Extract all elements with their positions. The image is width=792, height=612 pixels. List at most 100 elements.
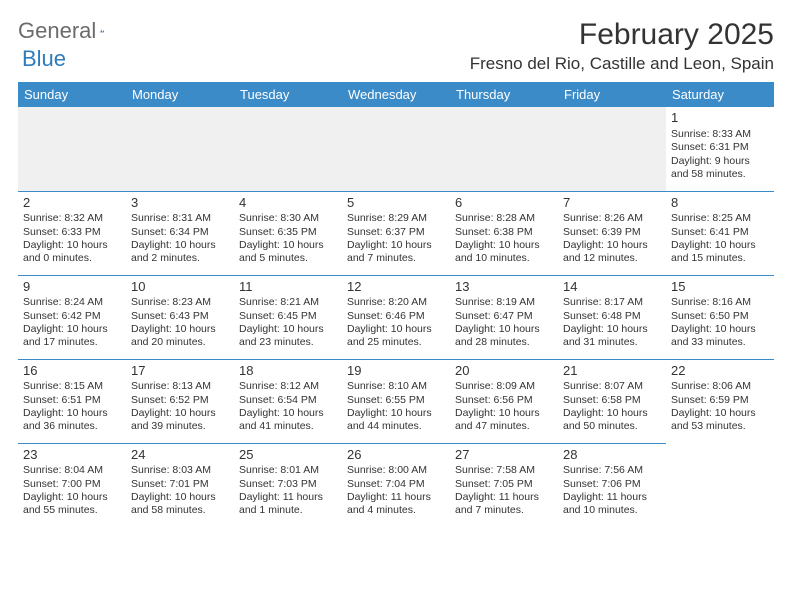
calendar-day-cell: 9Sunrise: 8:24 AMSunset: 6:42 PMDaylight…	[18, 275, 126, 359]
daylight-line: Daylight: 10 hours and 55 minutes.	[23, 491, 121, 518]
daylight-line: Daylight: 10 hours and 12 minutes.	[563, 239, 661, 266]
logo: General	[18, 18, 122, 44]
sunset-line: Sunset: 6:31 PM	[671, 141, 769, 154]
daylight-line: Daylight: 10 hours and 41 minutes.	[239, 407, 337, 434]
sunrise-line: Sunrise: 8:09 AM	[455, 380, 553, 393]
sunset-line: Sunset: 6:35 PM	[239, 226, 337, 239]
day-number: 18	[239, 363, 337, 380]
sunset-line: Sunset: 6:43 PM	[131, 310, 229, 323]
sunset-line: Sunset: 7:01 PM	[131, 478, 229, 491]
calendar-day-cell: 1Sunrise: 8:33 AMSunset: 6:31 PMDaylight…	[666, 107, 774, 191]
title-block: February 2025 Fresno del Rio, Castille a…	[470, 18, 774, 74]
calendar-day-cell: 6Sunrise: 8:28 AMSunset: 6:38 PMDaylight…	[450, 191, 558, 275]
month-title: February 2025	[470, 18, 774, 52]
sunrise-line: Sunrise: 8:23 AM	[131, 296, 229, 309]
sunset-line: Sunset: 6:51 PM	[23, 394, 121, 407]
day-number: 4	[239, 195, 337, 212]
day-number: 14	[563, 279, 661, 296]
daylight-line: Daylight: 10 hours and 23 minutes.	[239, 323, 337, 350]
calendar-day-cell: 7Sunrise: 8:26 AMSunset: 6:39 PMDaylight…	[558, 191, 666, 275]
calendar-day-cell	[558, 107, 666, 191]
calendar-week-row: 1Sunrise: 8:33 AMSunset: 6:31 PMDaylight…	[18, 107, 774, 191]
calendar-day-cell: 10Sunrise: 8:23 AMSunset: 6:43 PMDayligh…	[126, 275, 234, 359]
calendar-day-cell	[342, 107, 450, 191]
day-number: 28	[563, 447, 661, 464]
calendar-day-cell: 25Sunrise: 8:01 AMSunset: 7:03 PMDayligh…	[234, 443, 342, 527]
day-number: 17	[131, 363, 229, 380]
sunrise-line: Sunrise: 7:58 AM	[455, 464, 553, 477]
day-number: 26	[347, 447, 445, 464]
sunrise-line: Sunrise: 8:17 AM	[563, 296, 661, 309]
sunrise-line: Sunrise: 8:16 AM	[671, 296, 769, 309]
day-number: 19	[347, 363, 445, 380]
daylight-line: Daylight: 10 hours and 20 minutes.	[131, 323, 229, 350]
day-number: 20	[455, 363, 553, 380]
calendar-day-cell: 15Sunrise: 8:16 AMSunset: 6:50 PMDayligh…	[666, 275, 774, 359]
daylight-line: Daylight: 9 hours and 58 minutes.	[671, 155, 769, 182]
sunrise-line: Sunrise: 8:15 AM	[23, 380, 121, 393]
sunset-line: Sunset: 6:58 PM	[563, 394, 661, 407]
weekday-header: Saturday	[666, 82, 774, 107]
daylight-line: Daylight: 10 hours and 50 minutes.	[563, 407, 661, 434]
daylight-line: Daylight: 10 hours and 28 minutes.	[455, 323, 553, 350]
calendar-day-cell	[18, 107, 126, 191]
calendar-day-cell: 24Sunrise: 8:03 AMSunset: 7:01 PMDayligh…	[126, 443, 234, 527]
daylight-line: Daylight: 11 hours and 7 minutes.	[455, 491, 553, 518]
day-number: 3	[131, 195, 229, 212]
calendar-day-cell: 27Sunrise: 7:58 AMSunset: 7:05 PMDayligh…	[450, 443, 558, 527]
daylight-line: Daylight: 10 hours and 2 minutes.	[131, 239, 229, 266]
weekday-header: Wednesday	[342, 82, 450, 107]
location: Fresno del Rio, Castille and Leon, Spain	[470, 54, 774, 74]
weekday-header-row: Sunday Monday Tuesday Wednesday Thursday…	[18, 82, 774, 107]
sunset-line: Sunset: 6:55 PM	[347, 394, 445, 407]
daylight-line: Daylight: 10 hours and 15 minutes.	[671, 239, 769, 266]
calendar-day-cell: 21Sunrise: 8:07 AMSunset: 6:58 PMDayligh…	[558, 359, 666, 443]
calendar-day-cell: 20Sunrise: 8:09 AMSunset: 6:56 PMDayligh…	[450, 359, 558, 443]
day-number: 25	[239, 447, 337, 464]
calendar-day-cell: 16Sunrise: 8:15 AMSunset: 6:51 PMDayligh…	[18, 359, 126, 443]
sunset-line: Sunset: 6:46 PM	[347, 310, 445, 323]
weekday-header: Tuesday	[234, 82, 342, 107]
calendar-table: Sunday Monday Tuesday Wednesday Thursday…	[18, 82, 774, 527]
sunset-line: Sunset: 6:33 PM	[23, 226, 121, 239]
daylight-line: Daylight: 10 hours and 33 minutes.	[671, 323, 769, 350]
sunset-line: Sunset: 6:59 PM	[671, 394, 769, 407]
sunset-line: Sunset: 6:38 PM	[455, 226, 553, 239]
calendar-week-row: 2Sunrise: 8:32 AMSunset: 6:33 PMDaylight…	[18, 191, 774, 275]
sunrise-line: Sunrise: 8:24 AM	[23, 296, 121, 309]
day-number: 8	[671, 195, 769, 212]
daylight-line: Daylight: 10 hours and 5 minutes.	[239, 239, 337, 266]
sunset-line: Sunset: 7:04 PM	[347, 478, 445, 491]
sunrise-line: Sunrise: 8:00 AM	[347, 464, 445, 477]
sunrise-line: Sunrise: 8:20 AM	[347, 296, 445, 309]
day-number: 24	[131, 447, 229, 464]
daylight-line: Daylight: 10 hours and 36 minutes.	[23, 407, 121, 434]
calendar-day-cell	[126, 107, 234, 191]
weekday-header: Monday	[126, 82, 234, 107]
sunset-line: Sunset: 6:48 PM	[563, 310, 661, 323]
daylight-line: Daylight: 10 hours and 47 minutes.	[455, 407, 553, 434]
day-number: 10	[131, 279, 229, 296]
weekday-header: Friday	[558, 82, 666, 107]
daylight-line: Daylight: 10 hours and 58 minutes.	[131, 491, 229, 518]
day-number: 9	[23, 279, 121, 296]
sunrise-line: Sunrise: 8:26 AM	[563, 212, 661, 225]
sunset-line: Sunset: 6:39 PM	[563, 226, 661, 239]
calendar-day-cell: 14Sunrise: 8:17 AMSunset: 6:48 PMDayligh…	[558, 275, 666, 359]
sunrise-line: Sunrise: 8:10 AM	[347, 380, 445, 393]
calendar-day-cell: 19Sunrise: 8:10 AMSunset: 6:55 PMDayligh…	[342, 359, 450, 443]
sunrise-line: Sunrise: 8:21 AM	[239, 296, 337, 309]
day-number: 2	[23, 195, 121, 212]
sunrise-line: Sunrise: 7:56 AM	[563, 464, 661, 477]
daylight-line: Daylight: 10 hours and 53 minutes.	[671, 407, 769, 434]
logo-text-2: Blue	[22, 46, 66, 72]
sunrise-line: Sunrise: 8:13 AM	[131, 380, 229, 393]
day-number: 13	[455, 279, 553, 296]
sunset-line: Sunset: 7:06 PM	[563, 478, 661, 491]
calendar-week-row: 9Sunrise: 8:24 AMSunset: 6:42 PMDaylight…	[18, 275, 774, 359]
calendar-day-cell	[234, 107, 342, 191]
sunrise-line: Sunrise: 8:12 AM	[239, 380, 337, 393]
daylight-line: Daylight: 11 hours and 1 minute.	[239, 491, 337, 518]
sunset-line: Sunset: 6:45 PM	[239, 310, 337, 323]
day-number: 23	[23, 447, 121, 464]
